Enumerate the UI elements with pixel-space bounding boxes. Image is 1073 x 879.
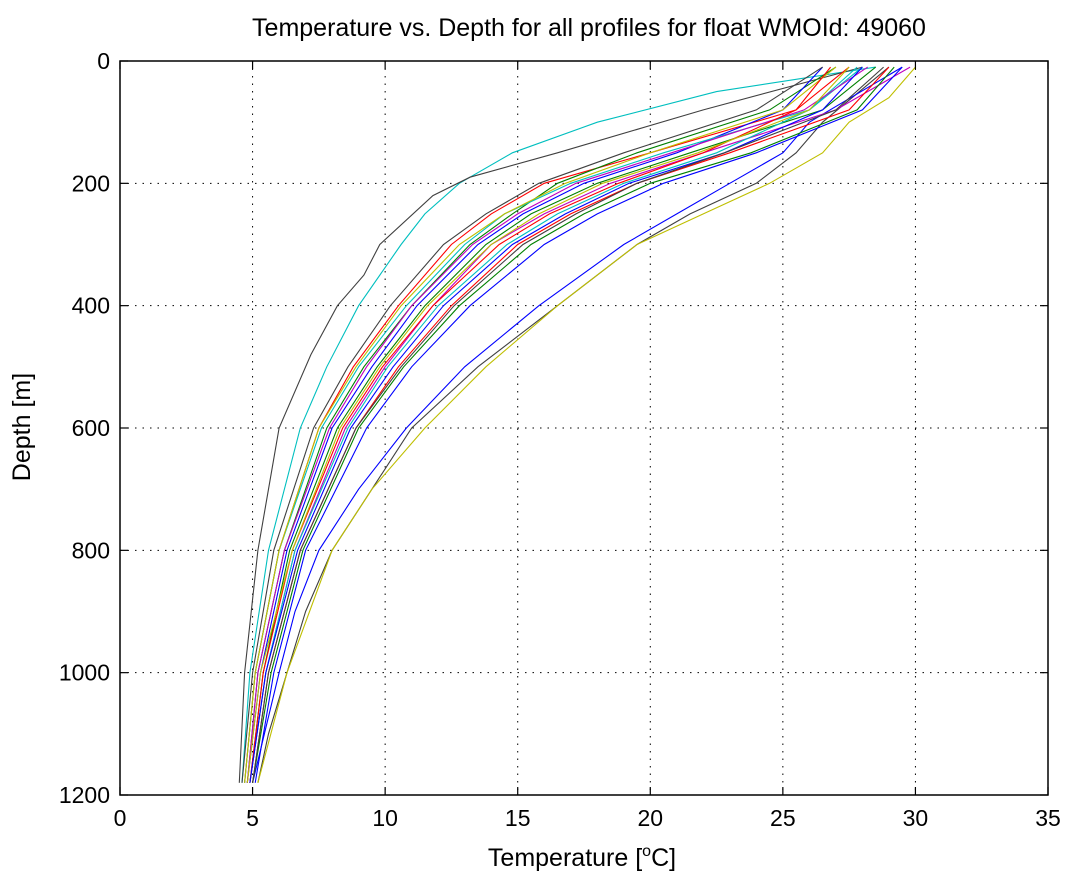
profile-line xyxy=(244,66,837,783)
y-tick-label: 200 xyxy=(72,170,110,196)
y-tick-labels: 0 200 400 600 800 1000 1200 xyxy=(59,48,110,808)
profile-line xyxy=(252,66,895,783)
profile-line xyxy=(252,66,884,783)
profile-line xyxy=(238,66,863,783)
x-tick-label: 15 xyxy=(505,805,531,831)
profile-line xyxy=(254,66,903,783)
x-tick-label: 30 xyxy=(903,805,929,831)
profile-line xyxy=(249,66,832,783)
profile-line xyxy=(246,66,824,783)
x-tick-label: 20 xyxy=(637,805,663,831)
x-tick-label: 5 xyxy=(246,805,259,831)
profile-line xyxy=(249,66,858,783)
profile-line xyxy=(244,66,863,783)
profile-line xyxy=(257,66,916,783)
y-tick-label: 400 xyxy=(72,293,110,319)
x-tick-label: 0 xyxy=(114,805,127,831)
y-tick-label: 600 xyxy=(72,415,110,441)
x-tick-label: 25 xyxy=(770,805,796,831)
profile-line xyxy=(241,66,876,783)
profile-line xyxy=(246,66,837,783)
profile-line xyxy=(246,66,850,783)
x-axis-label: Temperature [oC] xyxy=(488,843,676,872)
profile-lines xyxy=(238,66,916,783)
y-tick-label: 0 xyxy=(97,48,110,74)
grid-lines xyxy=(120,61,1048,795)
x-tick-label: 10 xyxy=(372,805,398,831)
y-tick-label: 1000 xyxy=(59,660,110,686)
profile-line xyxy=(249,66,877,783)
chart-title: Temperature vs. Depth for all profiles f… xyxy=(252,14,926,42)
profile-line xyxy=(252,66,890,783)
y-tick-label: 1200 xyxy=(59,782,110,808)
y-tick-label: 800 xyxy=(72,537,110,563)
profile-line xyxy=(252,66,903,783)
x-tick-labels: 0 5 10 15 20 25 30 35 xyxy=(114,805,1061,831)
axis-ticks xyxy=(119,60,1049,796)
profile-line xyxy=(257,66,890,783)
x-tick-label: 35 xyxy=(1035,805,1061,831)
profile-line xyxy=(244,66,850,783)
profile-line xyxy=(246,66,869,783)
y-axis-label: Depth [m] xyxy=(8,373,36,481)
profile-line xyxy=(241,66,823,783)
profile-line xyxy=(249,66,863,783)
